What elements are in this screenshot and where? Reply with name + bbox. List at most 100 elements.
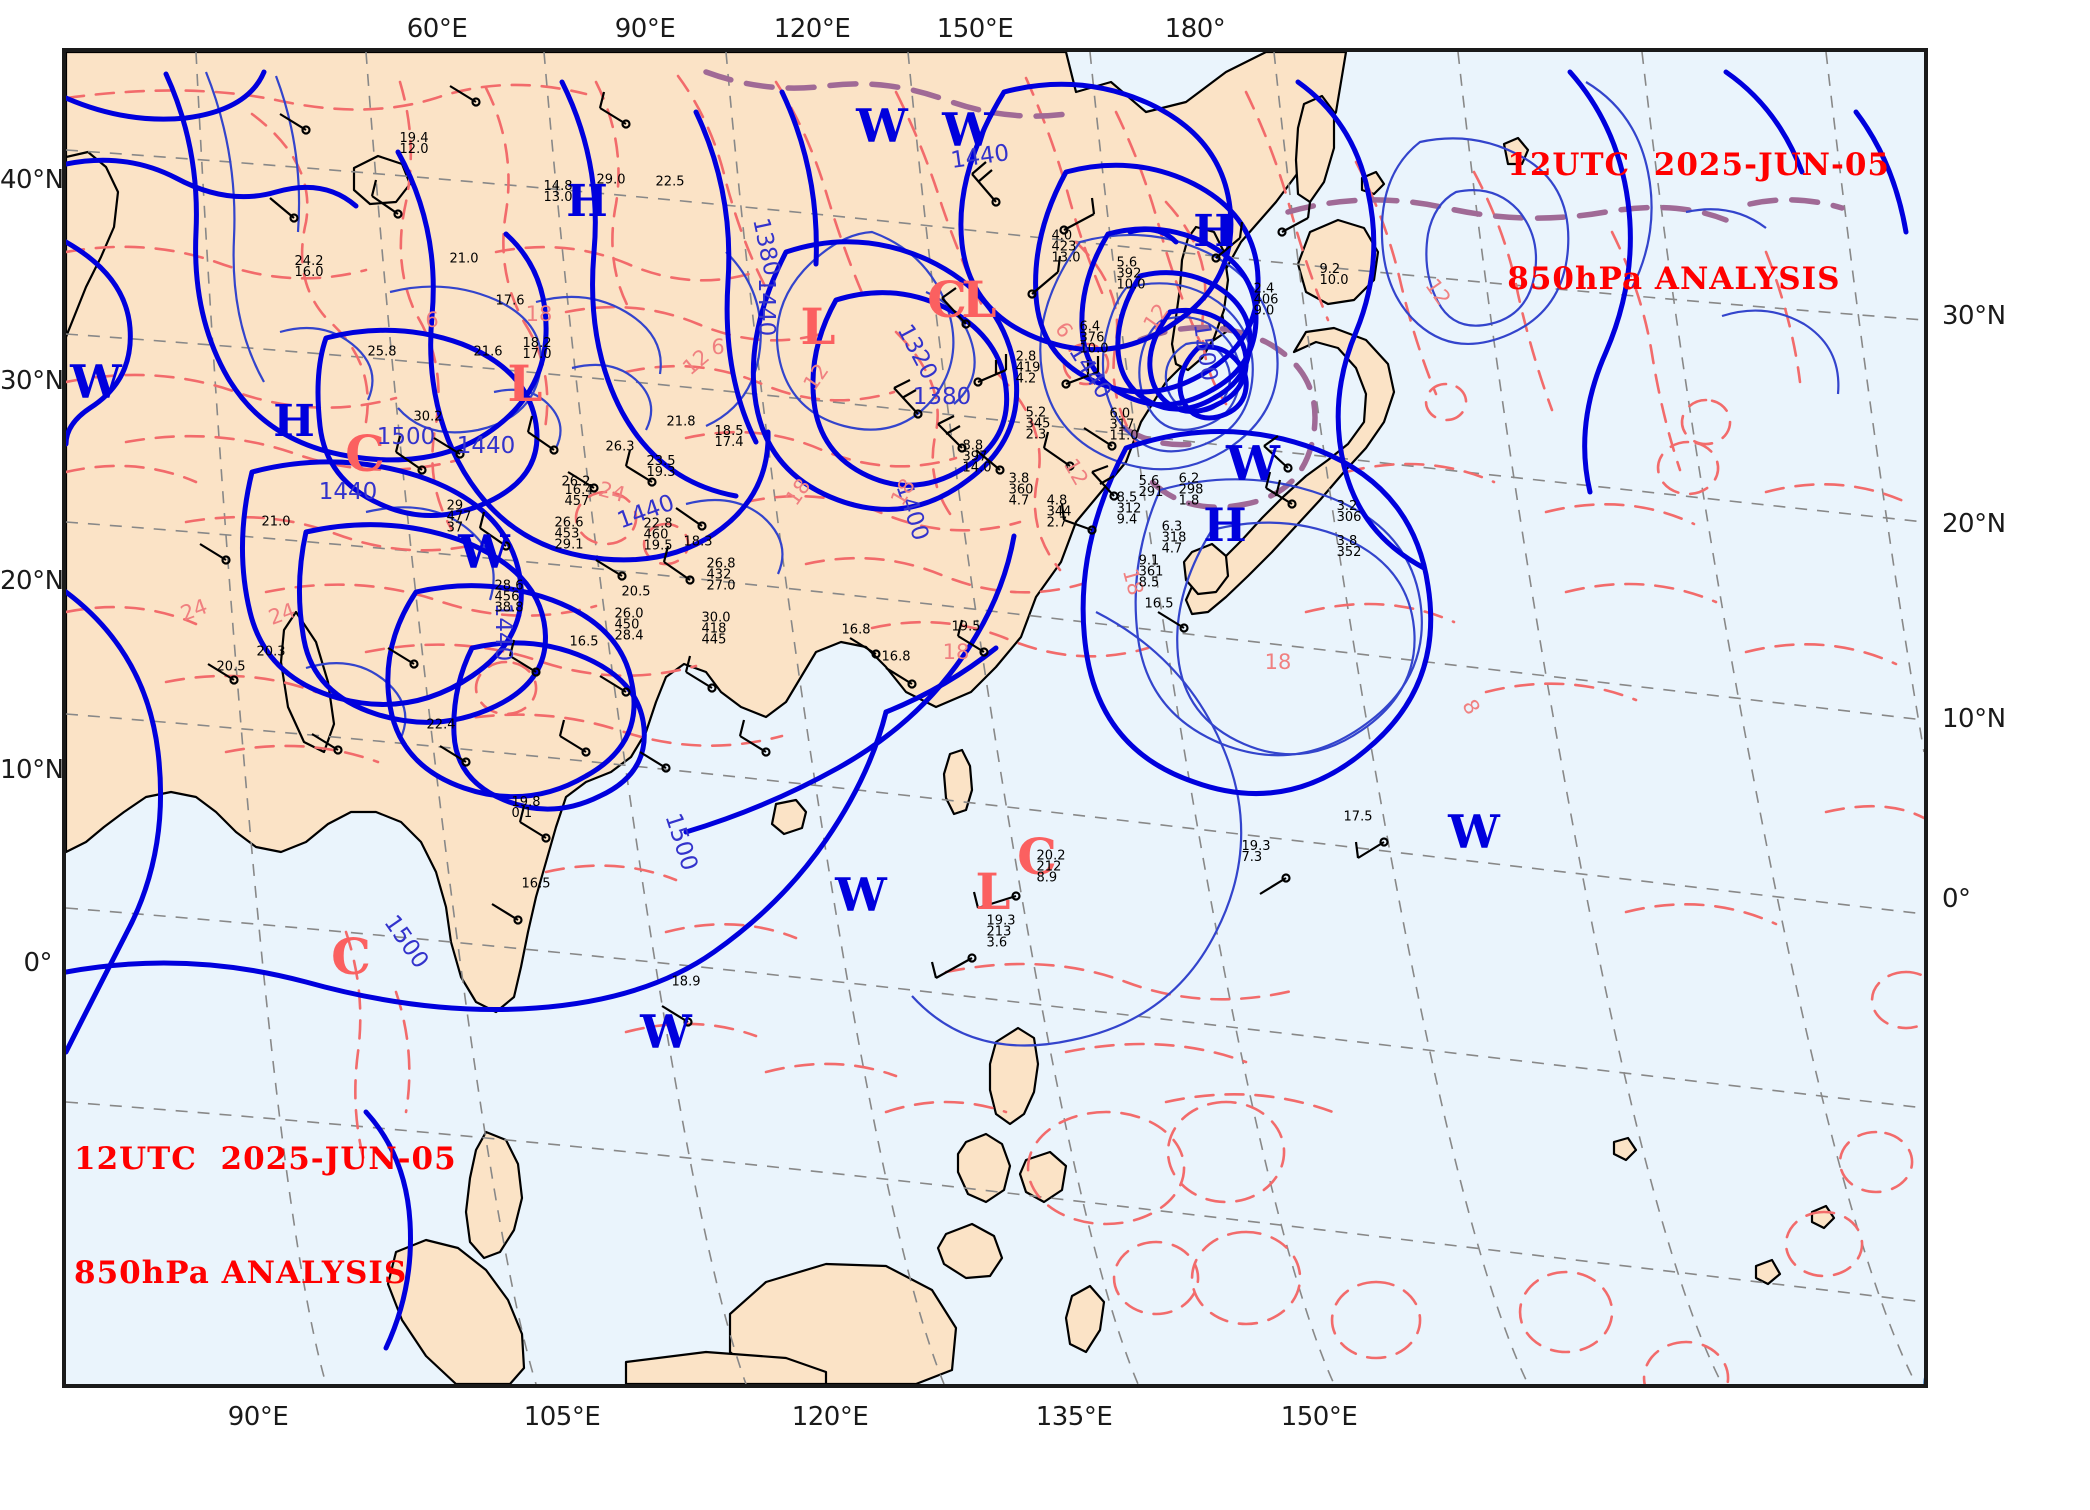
station-plot: 3.8 360 4.7 [1008,471,1034,508]
isotherm-label: 18 [525,302,553,326]
axis-right-tick: 30°N [1942,301,2006,331]
station-plot: 20.2 212 8.9 [1036,850,1066,886]
station-plot: 6.3 318 4.7 [1161,519,1187,556]
system-marker-w-pacific-sub: W [1226,436,1280,492]
station-dewpoint-depression: 7.3 [1241,850,1263,865]
system-marker-l-equator: L [975,862,1011,921]
chart-title-bottom-line2: 850hPa ANALYSIS [74,1255,408,1291]
station-height: 477 [446,509,472,525]
station-temperature: 21.0 [261,514,291,530]
station-temperature: 30.0 [701,610,731,626]
station-dewpoint-depression: 29.1 [554,537,584,553]
system-marker-w-left-edge: W [70,355,122,409]
station-height: 392 [1116,266,1142,282]
station-plot: 6.2 298 1.8 [1178,473,1204,508]
chart-title-bottom-left: 12UTC 2025-JUN-05 850hPa ANALYSIS [74,1064,457,1368]
station-plot: 18.9 [672,976,701,989]
map-canvas[interactable]: 12UTC 2025-JUN-05 850hPa ANALYSIS 12UTC … [62,48,1928,1388]
station-temperature: 5.6 [1138,474,1160,489]
height-contour-label: 1440 [456,433,516,459]
isotherm-label: 18 [1264,650,1292,674]
system-marker-l-east-china: L [800,297,836,356]
station-height: 298 [1178,482,1204,498]
station-dewpoint-depression: 13.0 [543,190,573,205]
station-plot: 20.3 [256,644,286,660]
station-height: 456 [494,589,520,605]
station-temperature: 16.8 [841,622,871,638]
station-plot: 16.4 457 [565,484,594,508]
station-temperature: 3.8 [1336,534,1358,549]
station-temperature: 23.5 [646,454,676,469]
chart-title-bottom-line1: 12UTC 2025-JUN-05 [74,1141,457,1177]
system-marker-c-west: C [345,424,385,483]
station-temperature: 21.6 [473,344,503,360]
station-plot: 4.0 423 13.0 [1051,228,1081,265]
station-plot: 26.3 [606,441,635,454]
station-dewpoint-depression: 16.0 [294,265,324,280]
station-plot: 17.5 [1344,811,1373,824]
station-temperature: 26.6 [554,515,584,531]
station-temperature: 6.3 [1161,519,1183,535]
station-plot: 16.8 [881,649,911,665]
system-marker-c-equator: C [1017,827,1057,886]
station-height: 376 [1079,330,1105,346]
station-temperature: 4.8 [1046,493,1068,509]
station-plot: 2.8 419 4.2 [1016,351,1041,386]
station-height: 345 [1025,416,1051,432]
station-temperature: 16.8 [881,649,911,665]
station-plot: 16.5 [1145,598,1174,611]
station-temperature: 14.8 [543,179,573,194]
system-marker-w-korea-right: W [942,103,994,157]
system-marker-w-philippines: W [835,868,887,922]
system-marker-h-north: H [566,176,608,227]
height-contour-label: 1440 [318,479,378,505]
map-graphics [66,52,1924,1384]
station-plot: 14.8 13.0 [543,179,573,205]
station-plot: 5.6 392 10.0 [1116,255,1146,292]
station-height: 460 [643,527,669,543]
axis-right-tick: 10°N [1942,704,2006,734]
station-plot: 2.4 406 9.0 [1254,283,1279,318]
station-temperature: 18.2 [522,336,552,351]
station-temperature: 21.0 [449,251,479,267]
station-temperature: 9.1 [1138,553,1160,569]
station-temperature: 17.6 [495,293,525,309]
station-temperature: 5.2 [1025,405,1047,421]
isotherm-label: 6 [425,308,439,332]
system-marker-w-east-edge: W [1448,805,1500,859]
station-dewpoint-depression: 2.7 [1046,515,1068,531]
station-plot: 18.5 17.4 [715,425,744,449]
station-plot: 6.4 376 10.0 [1079,321,1109,356]
station-plot: 3.8 352 [1336,534,1362,559]
station-plot: 22.4 [427,719,456,732]
chart-title-top-right: 12UTC 2025-JUN-05 850hPa ANALYSIS [1507,70,1890,374]
station-temperature: 20.3 [256,644,286,660]
station-temperature: 16.5 [569,634,599,650]
axis-bottom-tick: 105°E [523,1402,601,1432]
axis-bottom-tick: 150°E [1280,1402,1358,1432]
axis-left-tick: 40°N [0,165,64,195]
station-temperature: 4.0 [1051,228,1073,244]
station-height: 418 [701,621,727,637]
station-height: 318 [1161,530,1187,546]
station-plot: 20.5 [622,586,651,599]
height-contour-label: 1380 [912,384,972,410]
isotherm-label: 18 [942,640,970,664]
station-plot: 18.3 [684,536,713,549]
station-plot: 16.5 [569,634,599,650]
station-temperature: 3.8 [1008,471,1030,487]
station-height: 306 [1336,510,1362,525]
chart-title-top-line2: 850hPa ANALYSIS [1507,261,1841,297]
station-plot: 22.8 460 19.5 [643,518,673,553]
station-dewpoint-depression: 8.9 [1036,870,1058,886]
axis-left-tick: 0° [23,948,52,978]
station-plot: 30.2 [414,411,443,424]
station-plot: 21.0 [449,251,479,267]
station-temperature: 26.2 [561,474,591,490]
station-temperature: 5.6 [1116,255,1138,271]
station-plot: 8.8 397 14.0 [963,440,992,475]
station-plot: 5.6 291 [1138,474,1164,499]
station-temperature: 28.6 [494,578,524,594]
station-plot: 19.8 0.1 [512,796,541,820]
